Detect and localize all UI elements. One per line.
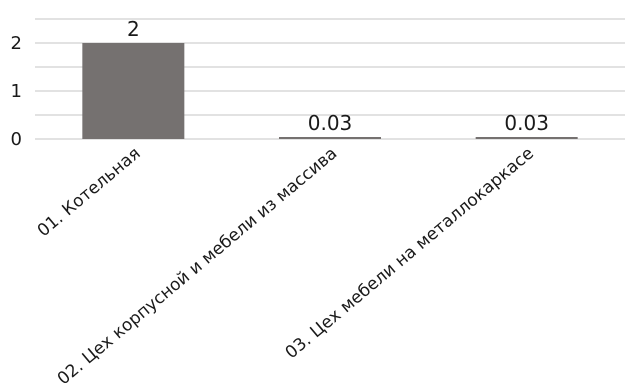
- bar: [279, 137, 381, 139]
- y-axis-ticks: 0 1 2: [11, 33, 22, 150]
- data-labels: 2 0.03 0.03: [127, 17, 549, 135]
- y-tick-label: 0: [11, 129, 22, 150]
- bars: [82, 43, 578, 139]
- category-label: 01. Котельная: [34, 144, 145, 242]
- data-label: 0.03: [308, 111, 353, 135]
- bar: [475, 137, 578, 139]
- bar: [82, 43, 185, 139]
- y-tick-label: 1: [11, 81, 22, 102]
- y-tick-label: 2: [11, 33, 22, 54]
- data-label: 0.03: [504, 111, 549, 135]
- data-label: 2: [127, 17, 140, 41]
